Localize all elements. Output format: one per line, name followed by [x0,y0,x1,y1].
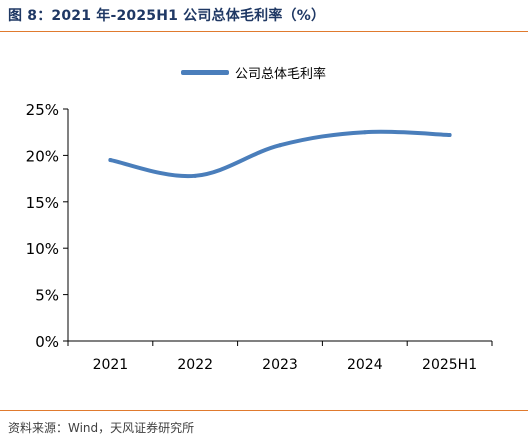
y-tick-label: 0% [35,333,59,351]
data-point [278,143,282,148]
legend-swatch-line [181,69,229,75]
x-tick-label: 2025H1 [422,357,477,373]
y-tick-label: 25% [26,101,59,119]
series-line [108,129,452,179]
x-tick-label: 2024 [347,357,383,373]
legend-label: 公司总体毛利率 [235,66,327,82]
figure-title: 图 8：2021 年-2025H1 公司总体毛利率（%） [8,8,326,24]
y-tick-label: 20% [26,147,59,165]
y-tick-label: 15% [26,194,59,212]
data-point [108,158,113,163]
source-note: 资料来源：Wind，天风证券研究所 [8,421,195,435]
bottom-divider [0,410,528,411]
chart-legend: 公司总体毛利率 [181,62,326,82]
y-tick-label: 5% [35,287,59,305]
top-divider [0,31,528,32]
x-tick-label: 2023 [262,357,298,373]
data-point [447,132,452,137]
x-tick-label: 2021 [93,357,129,373]
data-point [362,130,367,135]
y-tick-label: 10% [26,240,59,258]
data-point [193,173,198,178]
x-tick-label: 2022 [177,357,213,373]
